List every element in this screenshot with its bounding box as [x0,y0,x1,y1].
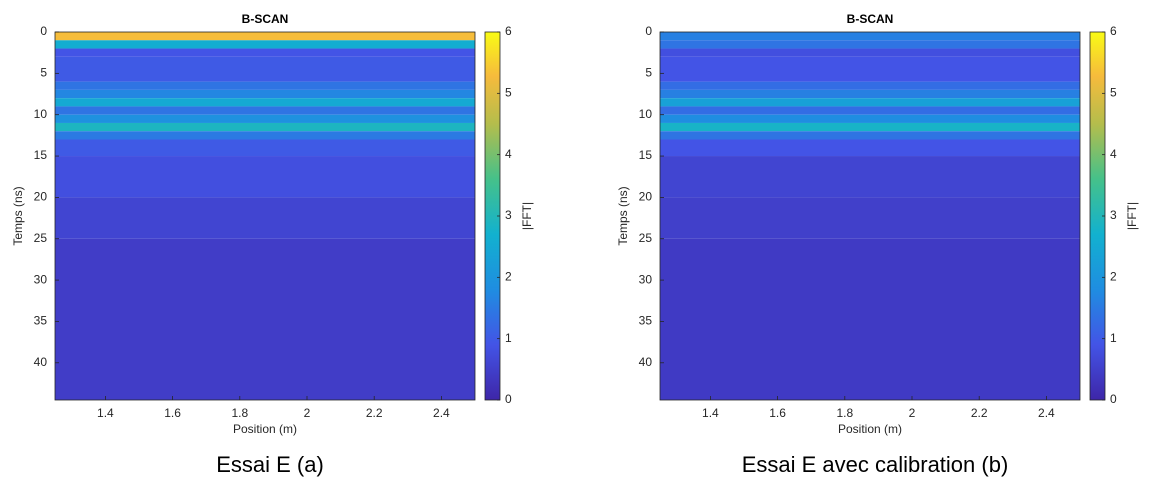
colorbar-label: |FFT| [520,202,534,230]
heatmap [55,32,475,400]
y-tick-label: 40 [34,355,48,369]
x-axis-label: Position (m) [233,422,297,436]
heat-row [55,48,475,57]
heat-row [55,98,475,107]
heat-row [660,98,1080,107]
heat-row [660,32,1080,41]
x-tick-label: 1.6 [164,406,181,420]
plot-frame [54,31,476,401]
heat-row [660,139,1080,157]
y-tick-label: 35 [639,314,653,328]
colorbar-tick-label: 2 [505,270,512,284]
colorbar-tick-label: 0 [1110,392,1117,406]
y-tick-label: 20 [34,190,48,204]
y-tick-label: 30 [639,272,653,286]
x-tick-label: 2.4 [433,406,450,420]
heat-row [660,106,1080,115]
chart-title: B-SCAN [242,12,289,26]
x-axis-label: Position (m) [838,422,902,436]
y-tick-label: 15 [639,148,653,162]
x-tick-label: 2 [909,406,916,420]
heatmap [660,32,1080,400]
colorbar-tick-label: 6 [1110,24,1117,38]
chart-title: B-SCAN [847,12,894,26]
colorbar-tick-label: 5 [1110,86,1117,100]
colorbar-tick-label: 2 [1110,270,1117,284]
colorbar-label: |FFT| [1125,202,1139,230]
colorbar-tick-label: 0 [505,392,512,406]
y-tick-label: 10 [34,107,48,121]
heat-row [660,156,1080,198]
colorbar-tick-label: 1 [1110,331,1117,345]
y-tick-label: 15 [34,148,48,162]
colorbar-tick-label: 1 [505,331,512,345]
colorbar-tick-label: 3 [505,208,512,222]
x-tick-label: 1.8 [231,406,248,420]
y-axis-label: Temps (ns) [616,186,630,245]
x-tick-label: 2 [304,406,311,420]
heat-row [660,114,1080,123]
heat-row [660,56,1080,82]
x-tick-label: 2.2 [366,406,383,420]
heat-row [55,32,475,41]
heat-row [660,48,1080,57]
heat-row [55,89,475,99]
plot-frame [659,31,1081,401]
y-tick-label: 10 [639,107,653,121]
y-tick-label: 0 [645,24,652,38]
x-tick-label: 1.4 [97,406,114,420]
heat-row [55,114,475,123]
heat-row [660,238,1080,400]
colorbar-tick-label: 6 [505,24,512,38]
heat-row [660,81,1080,90]
x-tick-label: 1.8 [836,406,853,420]
heat-row [55,156,475,198]
y-axis-label: Temps (ns) [11,186,25,245]
y-tick-label: 5 [40,66,47,80]
colorbar-tick-label: 5 [505,86,512,100]
y-tick-label: 5 [645,66,652,80]
y-tick-label: 35 [34,314,48,328]
heat-row [55,122,475,132]
colorbar-tick-label: 3 [1110,208,1117,222]
y-tick-label: 40 [639,355,653,369]
x-tick-label: 2.2 [971,406,988,420]
heat-row [55,106,475,115]
y-tick-label: 0 [40,24,47,38]
x-tick-label: 1.6 [769,406,786,420]
caption: Essai E avec calibration (b) [742,452,1009,477]
heat-row [660,40,1080,49]
heat-row [55,238,475,400]
y-tick-label: 25 [639,231,653,245]
heat-row [55,197,475,239]
colorbar-tick-label: 4 [1110,147,1117,161]
caption: Essai E (a) [216,452,324,477]
y-tick-label: 30 [34,272,48,286]
heat-row [660,122,1080,132]
heat-row [660,89,1080,99]
heat-row [660,131,1080,140]
y-tick-label: 25 [34,231,48,245]
x-tick-label: 2.4 [1038,406,1055,420]
heat-row [55,139,475,157]
heat-row [55,56,475,82]
heat-row [55,131,475,140]
heat-row [55,40,475,49]
x-tick-label: 1.4 [702,406,719,420]
colorbar-tick-label: 4 [505,147,512,161]
heat-row [660,197,1080,239]
y-tick-label: 20 [639,190,653,204]
heat-row [55,81,475,90]
